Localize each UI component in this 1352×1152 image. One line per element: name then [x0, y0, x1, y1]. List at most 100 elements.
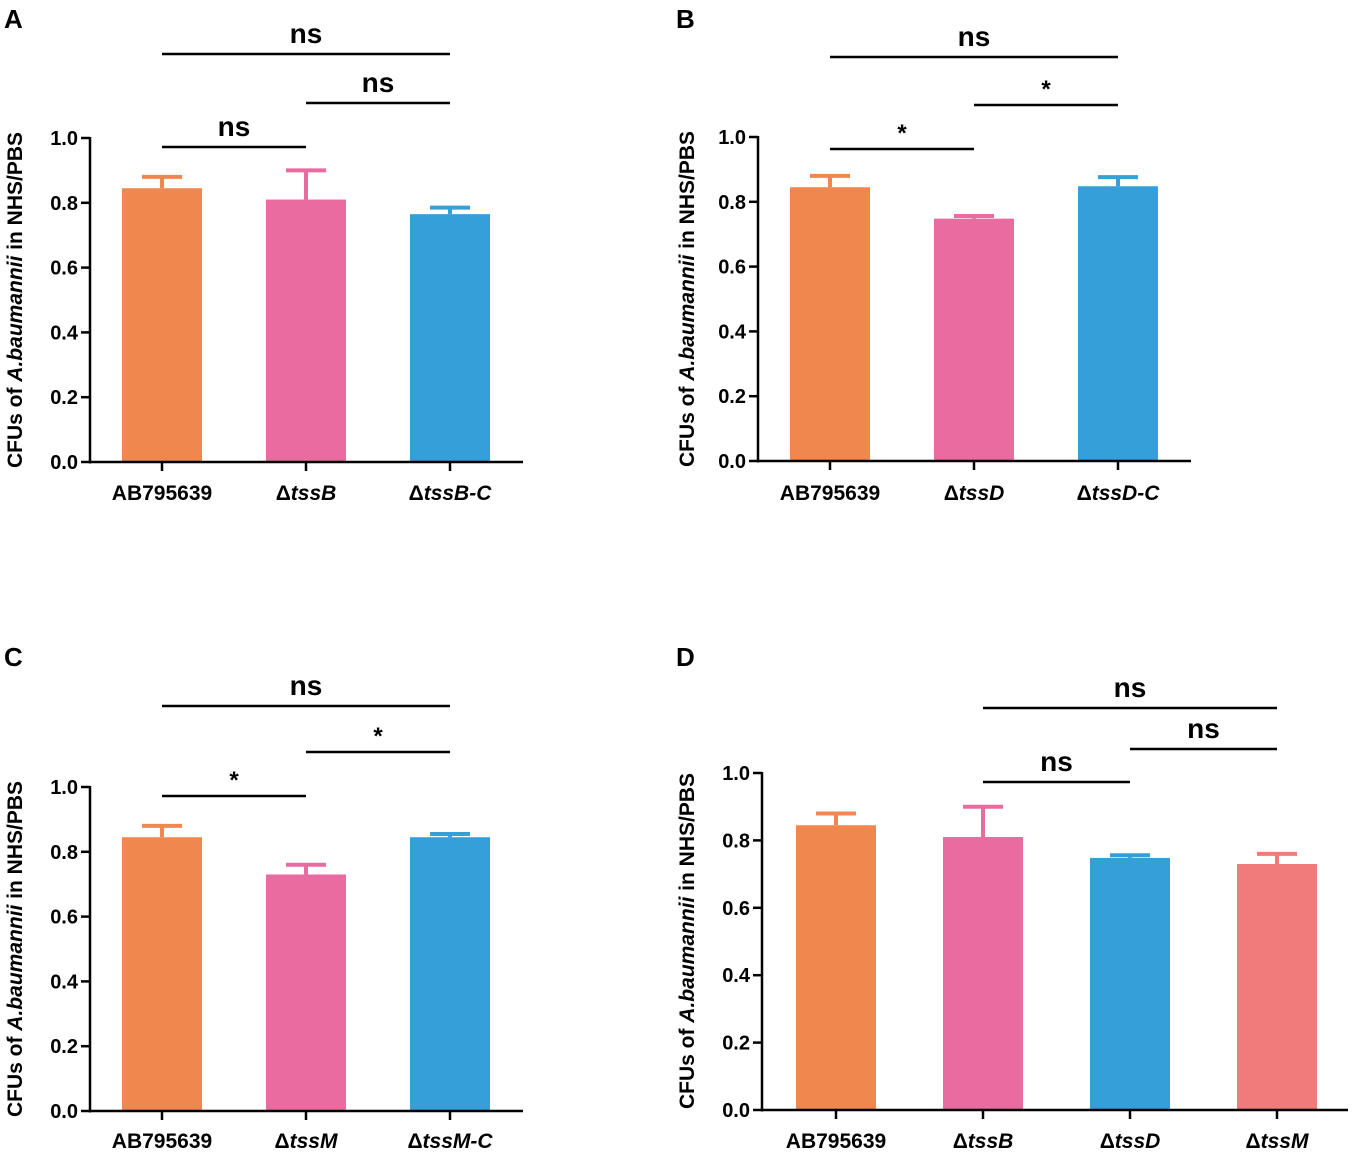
x-tick-label-d-4: ΔtssM [1246, 1130, 1309, 1152]
delta-symbol: Δ [276, 482, 291, 505]
y-tick-label-d: 0.0 [722, 1100, 750, 1122]
y-tick-label-b: 0.6 [718, 257, 746, 279]
bar-c-3 [410, 837, 490, 1111]
error-bar-b-2 [954, 214, 994, 219]
y-tick-label-b: 0.0 [718, 451, 746, 473]
y-label-species: A.baumannii [4, 255, 27, 383]
bar-d-3 [1090, 857, 1170, 1110]
category-name: AB795639 [112, 1130, 212, 1152]
delta-symbol: Δ [953, 1130, 968, 1152]
error-bar-c-2 [286, 862, 326, 875]
y-tick-label-a: 1.0 [50, 128, 78, 150]
x-tick-label-b-3: ΔtssD-C [1077, 482, 1161, 505]
error-bar-d-3 [1110, 853, 1150, 858]
significance-label-b-2: * [1041, 76, 1051, 103]
significance-label-b-1: * [897, 120, 907, 147]
panel-d: D 0.0 0.2 0.4 0.6 0.8 1.0 AB795639 ΔtssB ΔtssD Δt… [676, 576, 1352, 1152]
y-label-prefix: CFUs of [4, 382, 27, 468]
error-bar-d-4 [1257, 851, 1297, 864]
error-bar-a-2 [286, 168, 326, 200]
y-label-prefix: CFUs of [676, 1023, 699, 1109]
category-name: tssM [1261, 1130, 1309, 1152]
delta-symbol: Δ [1246, 1130, 1261, 1152]
category-name: tssM-C [423, 1130, 494, 1152]
x-tick-label-d-3: ΔtssD [1100, 1130, 1161, 1152]
y-tick-label-a: 0.0 [50, 452, 78, 474]
x-tick-label-d-2: ΔtssB [953, 1130, 1014, 1152]
panel-a: A 0.0 0.2 0.4 0.6 0.8 1.0 AB795639 ΔtssB ΔtssB-C… [0, 0, 676, 576]
significance-label-c-3: ns [290, 670, 323, 701]
significance-label-c-2: * [373, 723, 383, 750]
bar-d-1 [796, 825, 876, 1110]
error-bar-b-3 [1098, 175, 1138, 187]
x-tick-label-a-3: ΔtssB-C [409, 482, 493, 505]
x-tick-label-a-2: ΔtssB [276, 482, 337, 505]
error-bar-d-2 [963, 804, 1003, 838]
y-tick-label-d: 0.8 [722, 830, 750, 852]
error-bar-a-3 [430, 205, 470, 215]
significance-label-b-3: ns [958, 21, 991, 52]
panel-letter-b: B [676, 4, 695, 34]
bar-a-2 [266, 199, 346, 462]
y-tick-label-d: 1.0 [722, 763, 750, 785]
error-bar-b-1 [810, 173, 850, 188]
error-bar-c-1 [142, 823, 182, 838]
category-name: tssB [968, 1130, 1014, 1152]
y-tick-label-c: 0.4 [50, 971, 79, 993]
panel-b: B 0.0 0.2 0.4 0.6 0.8 1.0 AB795639 ΔtssD ΔtssD-C… [676, 0, 1352, 576]
bar-c-1 [122, 837, 202, 1111]
significance-label-d-2: ns [1187, 713, 1220, 744]
y-tick-label-c: 0.0 [50, 1101, 78, 1123]
x-tick-label-c-2: ΔtssM [275, 1130, 338, 1152]
category-name: tssB [291, 482, 337, 505]
category-name: tssD [959, 482, 1005, 505]
y-axis-label-a: CFUs of A.baumannii in NHS/PBS [4, 132, 27, 468]
category-name: tssM [290, 1130, 338, 1152]
y-tick-label-c: 1.0 [50, 777, 78, 799]
y-tick-label-b: 0.4 [718, 321, 747, 343]
x-tick-label-c-1: AB795639 [112, 1130, 212, 1152]
y-tick-label-c: 0.8 [50, 842, 78, 864]
bar-b-3 [1078, 186, 1158, 462]
bar-b-2 [934, 218, 1014, 461]
y-label-species: A.baumannii [676, 896, 699, 1024]
y-axis-label-c: CFUs of A.baumannii in NHS/PBS [4, 781, 27, 1117]
x-tick-label-b-1: AB795639 [780, 482, 880, 505]
y-label-suffix: in NHS/PBS [4, 132, 27, 256]
panel-letter-d: D [676, 642, 695, 672]
y-tick-label-c: 0.6 [50, 907, 78, 929]
x-tick-label-b-2: ΔtssD [944, 482, 1005, 505]
significance-label-d-1: ns [1040, 746, 1073, 777]
y-label-suffix: in NHS/PBS [676, 131, 699, 255]
y-label-species: A.baumannii [4, 904, 27, 1032]
y-tick-label-a: 0.4 [50, 322, 79, 344]
y-tick-label-a: 0.2 [50, 387, 78, 409]
y-label-prefix: CFUs of [4, 1031, 27, 1117]
bar-d-2 [943, 837, 1023, 1110]
y-label-suffix: in NHS/PBS [4, 781, 27, 905]
bar-c-2 [266, 874, 346, 1111]
category-name: AB795639 [112, 482, 212, 505]
y-label-suffix: in NHS/PBS [676, 773, 699, 897]
delta-symbol: Δ [409, 482, 424, 505]
y-tick-label-b: 1.0 [718, 127, 746, 149]
bar-a-3 [410, 214, 490, 462]
delta-symbol: Δ [407, 1130, 422, 1152]
delta-symbol: Δ [1100, 1130, 1115, 1152]
y-tick-label-d: 0.4 [722, 965, 751, 987]
category-name: AB795639 [780, 482, 880, 505]
panel-letter-a: A [4, 4, 23, 34]
category-name: tssB-C [424, 482, 493, 505]
category-name: tssD-C [1092, 482, 1161, 505]
delta-symbol: Δ [944, 482, 959, 505]
significance-label-a-3: ns [290, 18, 323, 49]
error-bar-d-1 [816, 811, 856, 826]
bar-a-1 [122, 188, 202, 462]
bar-d-4 [1237, 863, 1317, 1110]
y-tick-label-b: 0.2 [718, 386, 746, 408]
significance-label-a-2: ns [362, 67, 395, 98]
error-bar-a-1 [142, 174, 182, 189]
